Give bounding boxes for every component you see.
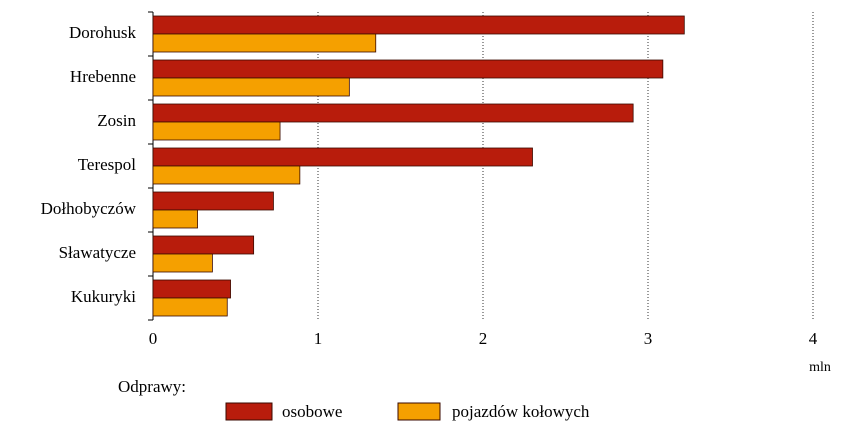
legend-title: Odprawy: xyxy=(118,377,186,396)
bar xyxy=(152,209,198,229)
y-tick-label: Zosin xyxy=(97,111,136,130)
bar xyxy=(152,297,228,317)
bar xyxy=(152,191,274,211)
legend-swatch xyxy=(397,402,441,421)
bar xyxy=(152,253,213,273)
y-tick-label: Dołhobyczów xyxy=(41,199,137,218)
bar xyxy=(152,121,281,141)
x-tick-label: 1 xyxy=(314,329,323,348)
bar xyxy=(152,235,255,255)
x-tick-label: 0 xyxy=(149,329,158,348)
bar xyxy=(152,147,533,167)
legend-label: pojazdów kołowych xyxy=(452,402,590,421)
x-axis-label: mln xyxy=(809,360,831,375)
y-tick-label: Kukuryki xyxy=(71,287,136,306)
bar xyxy=(152,77,350,97)
y-tick-label: Sławatycze xyxy=(59,243,136,262)
y-tick-label: Terespol xyxy=(78,155,137,174)
bar xyxy=(152,165,301,185)
bar xyxy=(152,15,685,35)
legend-swatch xyxy=(225,402,273,421)
y-tick-label: Dorohusk xyxy=(69,23,137,42)
x-tick-label: 3 xyxy=(644,329,653,348)
bar xyxy=(152,59,664,79)
legend-label: osobowe xyxy=(282,402,342,421)
x-tick-label: 2 xyxy=(479,329,488,348)
bar xyxy=(152,279,231,299)
bar xyxy=(152,103,634,123)
y-tick-label: Hrebenne xyxy=(70,67,136,86)
x-tick-label: 4 xyxy=(809,329,818,348)
bar xyxy=(152,33,377,53)
